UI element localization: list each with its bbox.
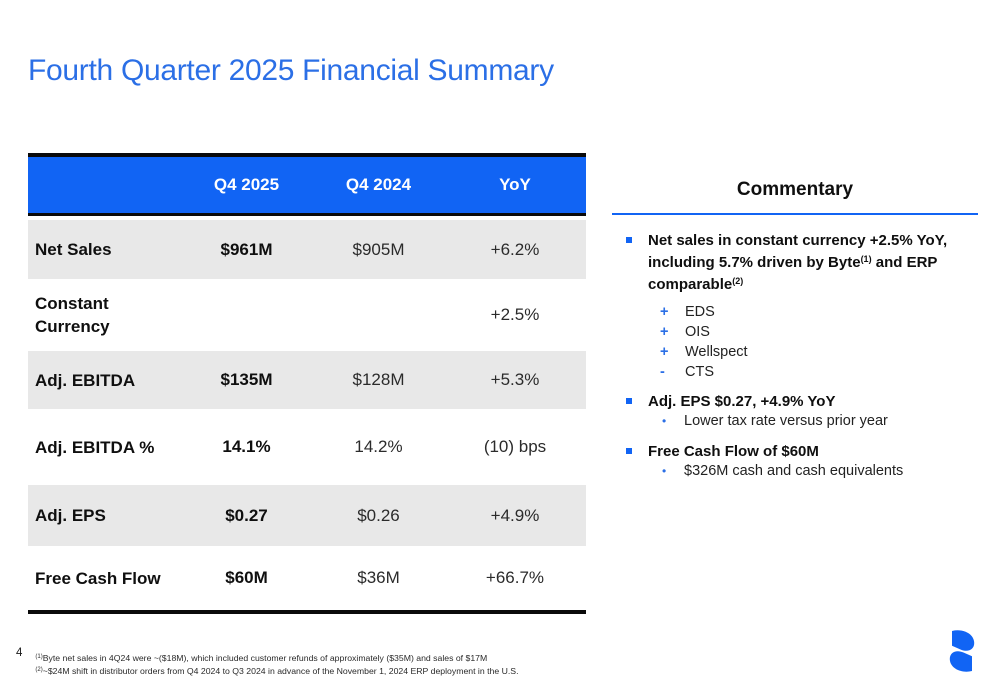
value-q4-2025: $135M xyxy=(220,370,273,389)
square-bullet-icon xyxy=(626,237,632,243)
table-top-border xyxy=(28,153,586,157)
table-header-q4-2024: Q4 2024 xyxy=(345,175,412,194)
footer: 4 (1)Byte net sales in 4Q24 were ~($18M)… xyxy=(16,645,519,677)
value-q4-2025: $60M xyxy=(225,568,268,587)
row-label: Adj. EBITDA % xyxy=(35,437,155,457)
driver-item-eds: + EDS xyxy=(660,302,978,322)
value-q4-2025: $0.27 xyxy=(225,505,268,525)
value-q4-2024 xyxy=(313,279,444,351)
plus-icon: + xyxy=(660,304,669,320)
footnote-marker: (1) xyxy=(35,654,43,660)
value-q4-2024: $36M xyxy=(357,568,400,587)
footnote-1: (1)Byte net sales in 4Q24 were ~($18M), … xyxy=(35,652,518,665)
table-header-q4-2025: Q4 2025 xyxy=(213,175,280,194)
footnote-text: ~$24M shift in distributor orders from Q… xyxy=(42,665,519,676)
plus-icon: + xyxy=(660,344,669,360)
sub-bullet-cash-equivalents: • $326M cash and cash equivalents xyxy=(662,461,978,482)
bullet-text: Free Cash Flow of $60M xyxy=(648,443,819,460)
value-yoy: (10) bps xyxy=(483,437,547,456)
value-yoy: +6.2% xyxy=(490,239,540,259)
commentary-bullet-net-sales: Net sales in constant currency +2.5% YoY… xyxy=(612,231,978,294)
commentary-bullet-adj-eps: Adj. EPS $0.27, +4.9% YoY xyxy=(612,392,978,411)
page-title: Fourth Quarter 2025 Financial Summary xyxy=(28,54,554,87)
dot-bullet-icon: • xyxy=(662,464,667,478)
driver-label: CTS xyxy=(685,364,714,380)
square-bullet-icon xyxy=(626,398,632,404)
table-header-row: Q4 2025 Q4 2024 YoY xyxy=(28,157,586,216)
sub-bullet-text: $326M cash and cash equivalents xyxy=(684,463,904,479)
table-row-net-sales: Net Sales $961M $905M +6.2% xyxy=(28,220,586,279)
commentary-heading: Commentary xyxy=(736,179,854,200)
value-q4-2025 xyxy=(180,279,313,351)
row-label: Net Sales xyxy=(35,240,112,259)
row-label: Constant Currency xyxy=(35,294,110,336)
footnote-marker: (2) xyxy=(35,666,43,673)
plus-icon: + xyxy=(660,324,669,340)
footnote-ref-2: (2) xyxy=(732,276,744,286)
commentary-panel: Commentary Net sales in constant currenc… xyxy=(612,176,978,482)
footnote-ref-1: (1) xyxy=(860,254,872,264)
value-q4-2024: $128M xyxy=(352,370,405,389)
value-q4-2024: $905M xyxy=(352,239,405,259)
driver-label: OIS xyxy=(685,324,710,340)
driver-item-ois: + OIS xyxy=(660,322,978,342)
footnotes: (1)Byte net sales in 4Q24 were ~($18M), … xyxy=(35,652,518,677)
table-header-empty xyxy=(28,157,180,213)
table-row-free-cash-flow: Free Cash Flow $60M $36M +66.7% xyxy=(28,546,586,610)
value-q4-2024: 14.2% xyxy=(354,437,403,456)
company-logo-icon xyxy=(949,630,975,672)
value-q4-2024: $0.26 xyxy=(357,505,400,525)
value-yoy: +4.9% xyxy=(490,505,540,525)
value-q4-2025: 14.1% xyxy=(222,437,271,456)
minus-icon: - xyxy=(660,364,665,380)
row-label: Adj. EPS xyxy=(35,506,106,525)
square-bullet-icon xyxy=(626,448,632,454)
bullet-text: Net sales in constant currency +2.5% YoY… xyxy=(648,231,970,294)
value-yoy: +66.7% xyxy=(485,568,545,587)
row-label: Adj. EBITDA xyxy=(35,370,136,390)
driver-item-cts: - CTS xyxy=(660,362,978,382)
commentary-divider xyxy=(612,213,978,215)
driver-item-wellspect: + Wellspect xyxy=(660,342,978,362)
page-number: 4 xyxy=(16,647,23,659)
sub-bullet-tax-rate: • Lower tax rate versus prior year xyxy=(662,411,978,432)
financial-summary-table: Q4 2025 Q4 2024 YoY Net Sales $961M $905… xyxy=(28,153,586,614)
driver-label: EDS xyxy=(685,304,715,320)
bullet-text: Adj. EPS $0.27, +4.9% YoY xyxy=(648,393,836,410)
table-row-adj-ebitda-pct: Adj. EBITDA % 14.1% 14.2% (10) bps xyxy=(28,409,586,485)
bullet-text-part: and ERP comparable xyxy=(648,254,938,293)
value-q4-2025: $961M xyxy=(220,239,273,259)
driver-label: Wellspect xyxy=(685,344,748,360)
table-bottom-border xyxy=(28,610,586,614)
footnote-text: Byte net sales in 4Q24 were ~($18M), whi… xyxy=(42,653,488,663)
row-label: Free Cash Flow xyxy=(35,568,161,588)
table-header-yoy: YoY xyxy=(499,175,531,194)
footnote-2: (2)~$24M shift in distributor orders fro… xyxy=(35,665,518,678)
bullet-text-part: Net sales in constant currency +2.5% YoY… xyxy=(648,232,948,271)
table-row-adj-eps: Adj. EPS $0.27 $0.26 +4.9% xyxy=(28,485,586,546)
value-yoy: +2.5% xyxy=(490,305,540,324)
table-row-adj-ebitda: Adj. EBITDA $135M $128M +5.3% xyxy=(28,351,586,409)
commentary-bullet-free-cash-flow: Free Cash Flow of $60M xyxy=(612,442,978,461)
driver-list: + EDS + OIS + Wellspect - CTS xyxy=(660,302,978,382)
sub-bullet-text: Lower tax rate versus prior year xyxy=(684,413,888,429)
value-yoy: +5.3% xyxy=(490,370,540,389)
dot-bullet-icon: • xyxy=(662,414,667,428)
table-row-constant-currency: Constant Currency +2.5% xyxy=(28,279,586,351)
